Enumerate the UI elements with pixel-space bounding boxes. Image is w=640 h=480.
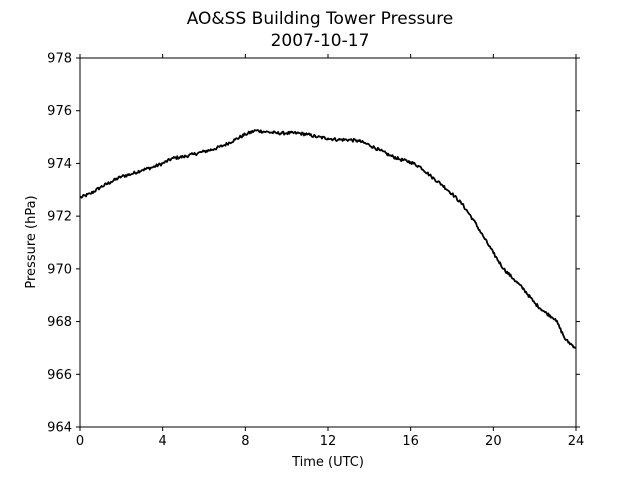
- plot-area: 0 4 8 12 16 20 24 964 966 968 970 972 974 976 978: [47, 52, 584, 450]
- x-tick-label: 12: [320, 434, 337, 449]
- pressure-series-line: [79, 129, 577, 349]
- y-tick-label: 974: [47, 157, 72, 172]
- x-tick-label: 8: [241, 434, 249, 449]
- chart-title: AO&SS Building Tower Pressure: [187, 9, 454, 29]
- y-tick-label: 972: [47, 210, 72, 225]
- y-tick-label: 968: [47, 315, 72, 330]
- y-tick-label: 978: [47, 52, 72, 67]
- x-tick-label: 20: [485, 434, 502, 449]
- x-tick-label: 24: [568, 434, 585, 449]
- x-tick-label: 4: [159, 434, 167, 449]
- x-axis-label: Time (UTC): [291, 455, 364, 470]
- y-tick-label: 970: [47, 262, 72, 277]
- y-tick-label: 964: [47, 421, 72, 436]
- x-tick-label: 0: [76, 434, 84, 449]
- x-tick-label: 16: [402, 434, 419, 449]
- y-axis-label: Pressure (hPa): [24, 195, 39, 288]
- chart-subtitle: 2007-10-17: [271, 31, 370, 51]
- plot-frame: [79, 57, 577, 428]
- y-tick-label: 966: [47, 368, 72, 383]
- y-tick-label: 976: [47, 104, 72, 119]
